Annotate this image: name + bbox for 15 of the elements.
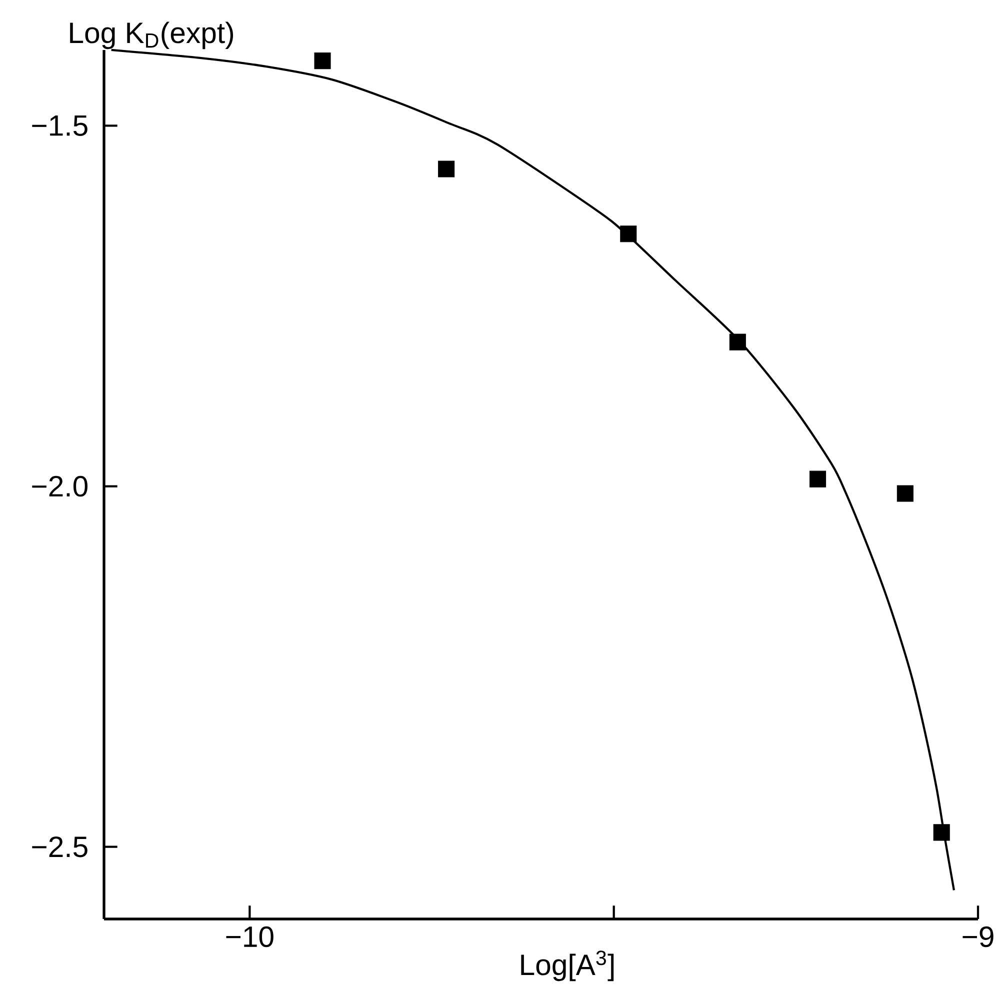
point bbox=[729, 334, 746, 350]
y-tick-label: −2.0 bbox=[32, 476, 88, 497]
y-tick-label: −1.5 bbox=[32, 115, 88, 136]
line-series bbox=[110, 48, 956, 892]
y-tick-label: −2.5 bbox=[32, 836, 88, 858]
point bbox=[314, 52, 331, 70]
x-axis-title: Log[A$^{3}$] bbox=[521, 950, 614, 982]
x-tick-label: −10 bbox=[226, 926, 274, 948]
point bbox=[933, 824, 950, 841]
y-axis-title: Log K$_{D}$(expt) bbox=[70, 22, 234, 50]
point bbox=[438, 160, 455, 178]
point bbox=[620, 226, 637, 242]
point bbox=[810, 470, 826, 488]
point bbox=[896, 485, 914, 502]
x-tick-label: −9 bbox=[962, 926, 994, 948]
